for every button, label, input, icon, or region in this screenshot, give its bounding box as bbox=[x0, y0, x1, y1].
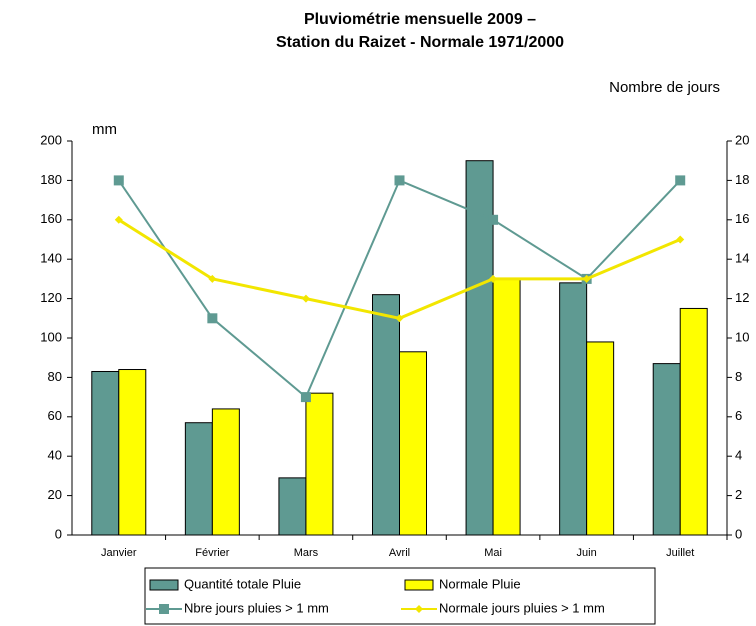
legend-label: Quantité totale Pluie bbox=[184, 576, 301, 591]
bar bbox=[372, 294, 400, 536]
legend-swatch bbox=[404, 579, 434, 591]
bar bbox=[184, 422, 213, 536]
chart-title: Station du Raizet - Normale 1971/2000 bbox=[276, 34, 564, 51]
point bbox=[207, 313, 218, 324]
y-tick-label: 40 bbox=[48, 448, 62, 463]
chart-title: Pluviométrie mensuelle 2009 – bbox=[304, 11, 536, 28]
x-tick-label: Juillet bbox=[666, 547, 694, 559]
y-tick-label: 80 bbox=[48, 369, 62, 384]
y-tick-label: 60 bbox=[48, 408, 62, 423]
x-tick-label: Février bbox=[195, 547, 230, 559]
bar bbox=[559, 282, 588, 536]
x-tick-label: Mai bbox=[484, 547, 502, 559]
y2-tick-label: 0 bbox=[735, 526, 742, 541]
point bbox=[113, 175, 124, 186]
legend-swatch bbox=[415, 605, 423, 613]
y-tick-label: 120 bbox=[40, 290, 62, 305]
legend-swatch bbox=[149, 579, 179, 591]
point bbox=[488, 214, 499, 225]
y-tick-label: 200 bbox=[40, 132, 62, 147]
bar bbox=[679, 307, 708, 536]
legend-label: Normale Pluie bbox=[439, 576, 521, 591]
point bbox=[582, 274, 591, 283]
bar bbox=[118, 369, 147, 536]
y2-tick-label: 10 bbox=[735, 329, 749, 344]
y-tick-label: 180 bbox=[40, 172, 62, 187]
x-tick-label: Juin bbox=[577, 547, 597, 559]
bar bbox=[305, 392, 334, 536]
y-tick-label: 0 bbox=[55, 526, 62, 541]
y2-axis-label: Nombre de jours bbox=[609, 79, 720, 96]
point bbox=[675, 175, 686, 186]
x-tick-label: Avril bbox=[389, 547, 410, 559]
legend-swatch bbox=[159, 604, 169, 614]
bar bbox=[492, 278, 521, 536]
point bbox=[301, 294, 310, 303]
bar bbox=[91, 370, 120, 536]
y2-tick-label: 2 bbox=[735, 487, 742, 502]
legend-label: Normale jours pluies > 1 mm bbox=[439, 600, 605, 615]
point bbox=[114, 215, 123, 224]
x-tick-label: Mars bbox=[294, 547, 319, 559]
x-tick-label: Janvier bbox=[101, 547, 137, 559]
y-tick-label: 20 bbox=[48, 487, 62, 502]
y-tick-label: 100 bbox=[40, 329, 62, 344]
point bbox=[676, 235, 685, 244]
y2-tick-label: 20 bbox=[735, 132, 749, 147]
bar bbox=[211, 408, 240, 536]
y2-tick-label: 12 bbox=[735, 290, 749, 305]
point bbox=[300, 392, 311, 403]
point bbox=[489, 274, 498, 283]
y2-tick-label: 4 bbox=[735, 448, 742, 463]
y-tick-label: 160 bbox=[40, 211, 62, 226]
bar bbox=[652, 363, 681, 536]
point bbox=[208, 274, 217, 283]
y2-tick-label: 8 bbox=[735, 369, 742, 384]
bar bbox=[399, 351, 427, 536]
y-axis-label: mm bbox=[92, 121, 117, 138]
legend-box bbox=[144, 567, 656, 625]
legend-label: Nbre jours pluies > 1 mm bbox=[184, 600, 329, 615]
point bbox=[394, 175, 405, 186]
y2-tick-label: 14 bbox=[735, 251, 749, 266]
y2-tick-label: 6 bbox=[735, 408, 742, 423]
y-tick-label: 140 bbox=[40, 251, 62, 266]
bar bbox=[278, 477, 307, 536]
y2-tick-label: 16 bbox=[735, 211, 749, 226]
y2-tick-label: 18 bbox=[735, 172, 749, 187]
bar bbox=[586, 341, 615, 536]
point bbox=[395, 314, 404, 323]
